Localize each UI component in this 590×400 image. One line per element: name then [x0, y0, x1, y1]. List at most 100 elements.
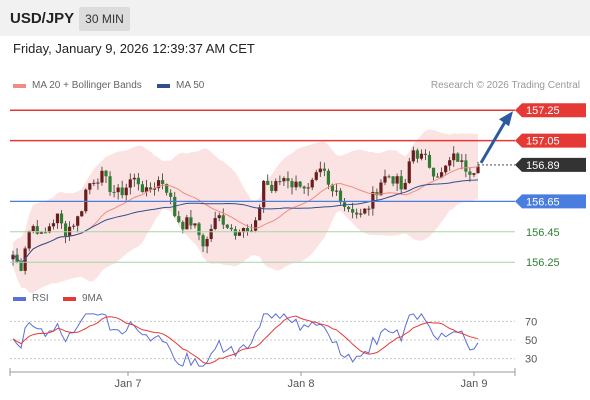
level-label: 156.45	[526, 227, 560, 239]
rsi-level-label: 30	[525, 354, 537, 366]
candle-body	[330, 184, 335, 192]
candle-body	[379, 182, 383, 196]
trend-arrow-head	[499, 111, 513, 127]
candle-body	[468, 171, 472, 175]
candle-body	[249, 230, 254, 232]
candle-body	[27, 231, 31, 249]
candle-body	[371, 191, 375, 209]
candle-body	[294, 181, 298, 188]
candle-body	[266, 180, 270, 185]
candle-body	[334, 190, 339, 192]
chart-header: USD/JPY 30 MIN	[0, 0, 590, 36]
candle-body	[237, 232, 242, 236]
candle-body	[177, 216, 181, 222]
candle-body	[128, 179, 132, 188]
legend-label-rsi: RSI	[32, 293, 49, 304]
candle-body	[359, 213, 363, 215]
level-label: 156.65	[526, 196, 560, 208]
candle-body	[375, 191, 379, 196]
candle-body	[391, 176, 395, 184]
candle-body	[435, 176, 440, 178]
legend-swatch-bollinger	[13, 83, 26, 88]
candle-body	[116, 187, 120, 193]
candle-body	[72, 225, 76, 227]
candle-body	[338, 190, 343, 203]
candle-body	[51, 223, 56, 227]
candle-body	[310, 179, 314, 188]
candle-body	[233, 229, 237, 236]
x-axis-label: Jan 9	[461, 378, 488, 390]
candle-body	[84, 189, 88, 212]
candle-body	[161, 180, 165, 184]
candle-body	[383, 176, 387, 183]
candle-body	[419, 153, 423, 159]
legend-swatch-9ma	[63, 296, 76, 301]
candles	[11, 146, 480, 275]
research-credit: Research © 2026 Trading Central	[430, 80, 580, 91]
candle-body	[165, 183, 169, 193]
candle-body	[298, 181, 302, 187]
candle-body	[351, 209, 355, 213]
candle-body	[290, 181, 294, 188]
bollinger-band-area	[13, 129, 478, 293]
candle-body	[363, 208, 367, 214]
candle-body	[306, 187, 310, 189]
candle-body	[104, 170, 108, 177]
level-tag	[515, 133, 586, 148]
candle-body	[43, 232, 47, 234]
candle-body	[144, 187, 149, 193]
timeframe-button[interactable]: 30 MIN	[79, 7, 130, 31]
candle-body	[322, 168, 326, 171]
candle-body	[205, 239, 209, 247]
candle-body	[464, 160, 468, 172]
candle-body	[444, 165, 448, 173]
candle-body	[213, 218, 217, 229]
indicator-lines	[12, 166, 479, 264]
candle-body	[96, 182, 100, 184]
candle-body	[245, 228, 250, 232]
candle-body	[120, 187, 124, 196]
candle-body	[76, 216, 80, 226]
rsi-level-label: 50	[525, 335, 537, 347]
legend-label-bollinger: MA 20 + Bollinger Bands	[32, 80, 142, 91]
candle-body	[411, 150, 415, 162]
candle-body	[80, 211, 84, 217]
candle-body	[347, 206, 351, 210]
candle-body	[132, 177, 136, 180]
candle-body	[156, 180, 161, 189]
candle-body	[472, 173, 476, 175]
level-lines: 157.25 157.05 156.89 156.65 156.45 156.25	[10, 103, 586, 269]
candle-body	[31, 226, 35, 232]
candle-body	[326, 170, 330, 185]
candle-body	[431, 167, 436, 177]
legend-label-9ma: 9MA	[82, 293, 103, 304]
candle-body	[193, 223, 197, 226]
legend-swatch-rsi	[13, 296, 26, 301]
candle-body	[47, 226, 51, 233]
candle-body	[448, 160, 452, 166]
rsi-line	[12, 313, 479, 367]
candle-body	[262, 180, 266, 208]
candle-body	[395, 176, 399, 184]
legend-rsi: RSI	[13, 293, 49, 304]
legend-label-ma50: MA 50	[176, 80, 205, 91]
rsi-panel: 70 50 30	[10, 313, 537, 367]
candle-body	[241, 228, 246, 233]
candle-body	[423, 153, 428, 155]
candle-body	[387, 176, 391, 178]
candle-body	[11, 254, 15, 260]
candle-body	[181, 221, 185, 230]
x-axis-label: Jan 8	[288, 378, 315, 390]
candle-body	[355, 212, 359, 215]
candle-body	[229, 227, 233, 230]
candle-body	[136, 177, 140, 185]
candle-body	[286, 178, 290, 182]
candle-body	[415, 150, 419, 159]
candle-body	[314, 172, 318, 180]
candle-body	[140, 184, 144, 193]
legend-bollinger: MA 20 + Bollinger Bands	[13, 80, 142, 91]
ma50-line	[12, 179, 479, 264]
level-tag	[515, 194, 586, 209]
candle-body	[108, 176, 112, 192]
candle-body	[197, 223, 201, 236]
